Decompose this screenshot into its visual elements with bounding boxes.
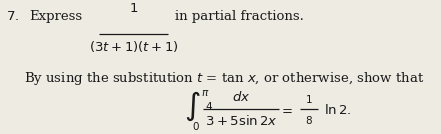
Text: $7.$: $7.$ — [6, 10, 19, 23]
Text: $3+5\sin 2x$: $3+5\sin 2x$ — [205, 114, 277, 129]
Text: Express: Express — [30, 10, 82, 23]
Text: $(3t+1)(t+1)$: $(3t+1)(t+1)$ — [89, 39, 178, 54]
Text: $\int$: $\int$ — [184, 90, 201, 124]
Text: By using the substitution $t$ = tan $x$, or otherwise, show that: By using the substitution $t$ = tan $x$,… — [24, 70, 424, 87]
Text: $0$: $0$ — [192, 120, 200, 132]
Text: $8$: $8$ — [305, 114, 313, 126]
Text: in partial fractions.: in partial fractions. — [175, 10, 303, 23]
Text: $1$: $1$ — [129, 2, 138, 15]
Text: $=$: $=$ — [279, 103, 293, 116]
Text: $1$: $1$ — [306, 93, 313, 105]
Text: $4$: $4$ — [205, 100, 213, 112]
Text: $\pi$: $\pi$ — [201, 88, 209, 98]
Text: $\ln 2.$: $\ln 2.$ — [324, 103, 351, 117]
Text: $dx$: $dx$ — [232, 90, 250, 104]
